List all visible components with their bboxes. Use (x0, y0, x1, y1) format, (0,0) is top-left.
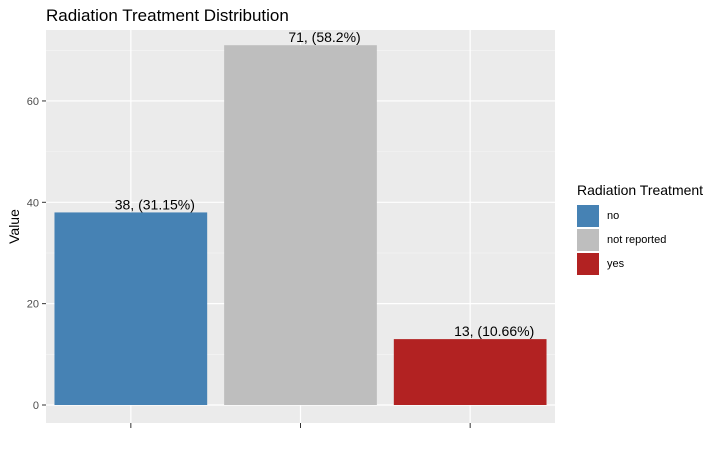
legend-label-yes: yes (607, 258, 625, 270)
legend-label-not-reported: not reported (607, 234, 667, 246)
legend: Radiation Treatment no not reported yes (577, 182, 703, 276)
y-tick-label: 0 (33, 400, 39, 412)
legend-item-not-reported: not reported (577, 228, 703, 252)
chart-title: Radiation Treatment Distribution (46, 6, 289, 25)
data-label: 71, (58.2%) (288, 29, 360, 45)
data-label: 13, (10.66%) (454, 323, 534, 339)
y-axis-title: Value (6, 209, 22, 244)
y-tick-label: 40 (27, 197, 39, 209)
legend-item-yes: yes (577, 252, 703, 276)
legend-swatch-no (577, 205, 599, 227)
bar-not-reported (224, 45, 377, 406)
legend-label-no: no (607, 210, 620, 222)
legend-title: Radiation Treatment (577, 182, 704, 198)
bar-no (54, 212, 208, 405)
legend-item-no: no (577, 204, 703, 228)
data-label: 38, (31.15%) (115, 196, 195, 212)
legend-swatch-not-reported (577, 229, 599, 251)
legend-swatch-yes (577, 253, 599, 275)
y-tick-label: 20 (27, 299, 39, 311)
bar-yes (393, 339, 547, 405)
y-tick-label: 60 (27, 96, 39, 108)
